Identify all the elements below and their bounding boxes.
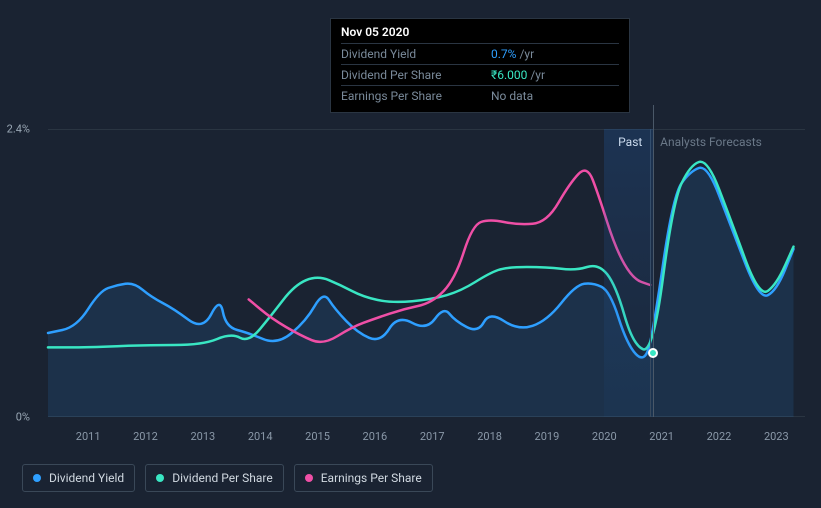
tooltip-date: Nov 05 2020: [341, 25, 619, 43]
tooltip-label: Dividend Yield: [341, 47, 491, 61]
x-tick-label: 2011: [76, 430, 101, 443]
tooltip-value: No data: [491, 89, 533, 103]
legend-item[interactable]: Dividend Yield: [22, 464, 135, 492]
plot-area[interactable]: [48, 129, 805, 417]
legend-dot-icon: [33, 474, 41, 482]
tooltip-label: Dividend Per Share: [341, 68, 491, 82]
x-tick-label: 2013: [190, 430, 215, 443]
x-tick-label: 2017: [420, 430, 445, 443]
tooltip-suffix: /yr: [530, 68, 545, 82]
hover-dot: [648, 348, 658, 358]
y-tick-label: 0%: [16, 411, 30, 424]
tooltip-label: Earnings Per Share: [341, 89, 491, 103]
x-tick-label: 2021: [649, 430, 674, 443]
legend-label: Dividend Per Share: [172, 471, 273, 485]
legend: Dividend Yield Dividend Per Share Earnings…: [22, 464, 433, 492]
dividend-chart: 2.4%0%PastAnalysts Forecasts: [18, 105, 805, 423]
legend-label: Earnings Per Share: [321, 471, 422, 485]
x-tick-label: 2012: [133, 430, 158, 443]
hover-tooltip: Nov 05 2020 Dividend Yield0.7%/yrDividen…: [330, 18, 630, 113]
x-tick-label: 2016: [363, 430, 388, 443]
tooltip-value: 0.7%: [491, 47, 516, 61]
legend-dot-icon: [156, 474, 164, 482]
x-axis-labels: 2011 2012 2013 2014 2015 2016 2017 2018 2019 2020…: [48, 430, 805, 446]
tooltip-value: ₹6.000: [491, 68, 527, 82]
legend-item[interactable]: Earnings Per Share: [294, 464, 433, 492]
tooltip-suffix: /yr: [519, 47, 534, 61]
hover-band: [604, 129, 653, 417]
x-tick-label: 2018: [477, 430, 502, 443]
hover-line: [653, 105, 654, 417]
legend-label: Dividend Yield: [49, 471, 124, 485]
legend-item[interactable]: Dividend Per Share: [145, 464, 284, 492]
legend-dot-icon: [305, 474, 313, 482]
series-area: [48, 168, 794, 417]
tooltip-row: Earnings Per ShareNo data: [341, 85, 619, 106]
x-tick-label: 2015: [305, 430, 330, 443]
forecast-label: Analysts Forecasts: [660, 135, 762, 149]
tooltip-row: Dividend Yield0.7%/yr: [341, 43, 619, 64]
x-tick-label: 2022: [707, 430, 732, 443]
x-tick-label: 2023: [764, 430, 789, 443]
y-tick-label: 2.4%: [7, 123, 30, 136]
x-tick-label: 2020: [592, 430, 617, 443]
tooltip-rows: Dividend Yield0.7%/yrDividend Per Share₹…: [341, 43, 619, 106]
tooltip-row: Dividend Per Share₹6.000/yr: [341, 64, 619, 85]
x-tick-label: 2014: [248, 430, 273, 443]
x-tick-label: 2019: [535, 430, 560, 443]
chart-svg: [48, 129, 805, 417]
